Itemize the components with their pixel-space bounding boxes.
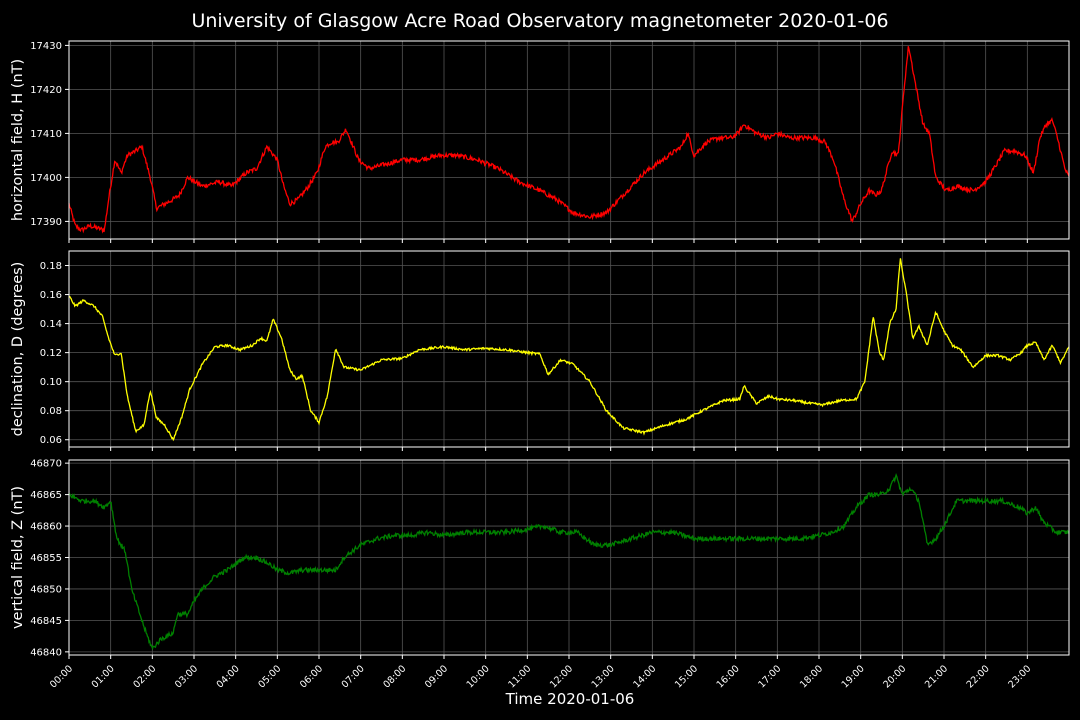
x-tick-label: 20:00	[881, 663, 908, 690]
y-tick-label: 46850	[30, 584, 62, 595]
y-tick-label: 46855	[30, 553, 62, 564]
x-tick-label: 12:00	[548, 663, 575, 690]
x-tick-label: 21:00	[923, 663, 950, 690]
y-tick-label: 17410	[30, 129, 62, 140]
x-tick-label: 17:00	[756, 663, 783, 690]
x-tick-label: 16:00	[715, 663, 742, 690]
y-tick-label: 0.10	[40, 377, 62, 388]
panel-1: 17390 17400 17410 17420 17430 horizontal fiel…	[10, 40, 1070, 243]
x-tick-label: 09:00	[423, 663, 450, 690]
x-tick-label: 06:00	[298, 663, 325, 690]
y-tick-label: 17420	[30, 85, 62, 96]
x-tick-label: 00:00	[48, 663, 75, 690]
y-tick-label: 46845	[30, 616, 62, 627]
x-axis-label: Time 2020-01-06	[505, 690, 635, 708]
y-tick-label: 0.08	[40, 406, 62, 417]
series-line-2	[68, 258, 1070, 442]
x-tick-label: 01:00	[90, 663, 117, 690]
panel-3: 46840 46845 46850 46855 46860 46865 46870 verti…	[10, 459, 1070, 690]
y-tick-label: 0.16	[40, 290, 62, 301]
series-line-1	[68, 46, 1070, 234]
y-tick-label: 46870	[30, 459, 62, 470]
x-tick-label: 03:00	[173, 663, 200, 690]
x-tick-label: 02:00	[131, 663, 158, 690]
x-tick-label: 14:00	[631, 663, 658, 690]
x-tick-label: 11:00	[506, 663, 533, 690]
y-axis-label: vertical field, Z (nT)	[10, 486, 26, 629]
chart-title: University of Glasgow Acre Road Observat…	[191, 10, 889, 32]
x-tick-label: 07:00	[340, 663, 367, 690]
y-tick-label: 46865	[30, 490, 62, 501]
x-tick-label: 04:00	[215, 663, 242, 690]
panel-2: 0.06 0.08 0.10 0.12 0.14 0.16 0.18 declination,…	[10, 250, 1070, 451]
y-tick-label: 0.06	[40, 435, 62, 446]
x-tick-label: 15:00	[673, 663, 700, 690]
y-tick-label: 0.12	[40, 348, 62, 359]
y-tick-label: 0.18	[40, 261, 62, 272]
x-tick-label: 23:00	[1006, 663, 1033, 690]
y-tick-label: 17400	[30, 173, 62, 184]
x-tick-label: 10:00	[465, 663, 492, 690]
x-tick-label: 05:00	[256, 663, 283, 690]
x-tick-label: 13:00	[590, 663, 617, 690]
x-tick-label: 18:00	[798, 663, 825, 690]
y-tick-label: 46840	[30, 647, 62, 658]
x-tick-label: 08:00	[381, 663, 408, 690]
y-tick-label: 17390	[30, 217, 62, 228]
y-tick-label: 17430	[30, 41, 62, 52]
x-tick-label: 22:00	[965, 663, 992, 690]
series-line-3	[68, 473, 1070, 651]
x-tick-label: 19:00	[840, 663, 867, 690]
y-tick-label: 46860	[30, 522, 62, 533]
y-axis-label: declination, D (degrees)	[10, 262, 26, 437]
y-axis-label: horizontal field, H (nT)	[10, 59, 26, 221]
y-tick-label: 0.14	[40, 319, 62, 330]
